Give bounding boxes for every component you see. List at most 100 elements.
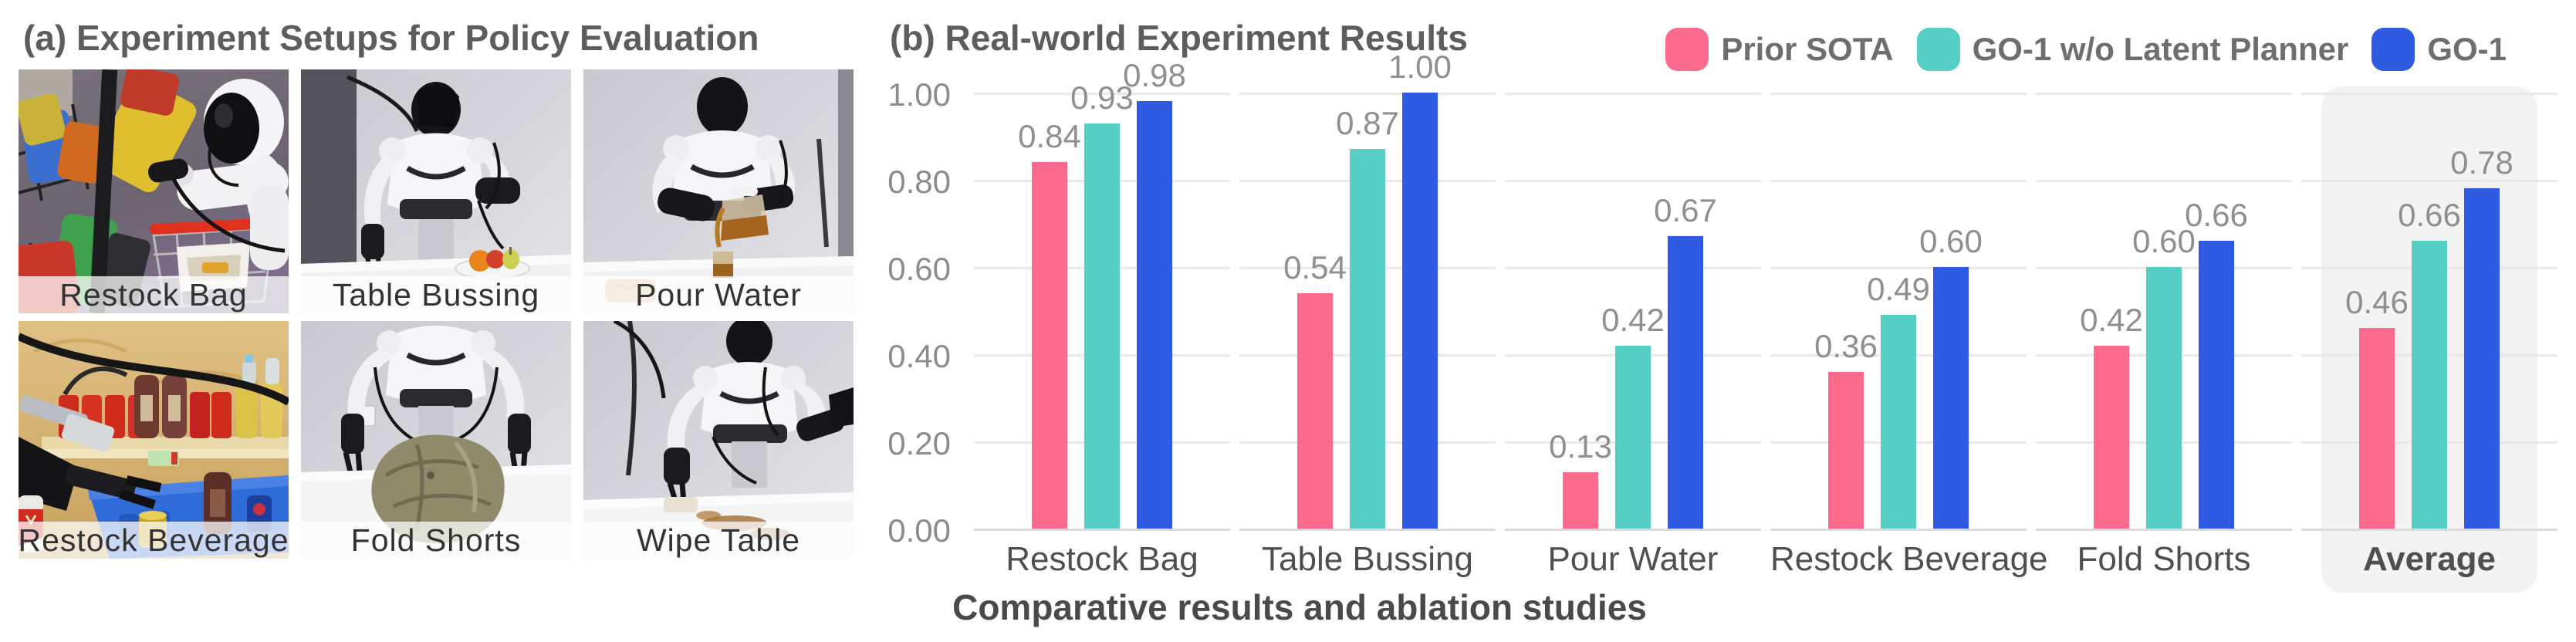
x-category-label: Restock Beverage [1770, 540, 2048, 578]
legend-label: Prior SOTA [1721, 31, 1894, 67]
photo-fold-shorts: Fold Shorts [301, 321, 571, 559]
photo-label-fold-shorts: Fold Shorts [301, 522, 571, 559]
photo-label-restock-beverage: Restock Beverage [19, 522, 289, 559]
legend-swatch-icon [1665, 28, 1709, 71]
bar-prior-sota [1828, 371, 1864, 529]
fold-shorts-scene-illustration [301, 321, 571, 559]
bar-go-1 [1668, 236, 1703, 529]
bar-value-label: 0.46 [2345, 284, 2409, 321]
bar-value-label: 0.60 [1919, 223, 1983, 259]
bar-prior-sota [2094, 345, 2129, 529]
figure-caption: Comparative results and ablation studies [952, 587, 1647, 627]
photo-wipe-table: Wipe Table [583, 321, 854, 559]
y-tick-label: 0.00 [887, 512, 951, 549]
y-tick-label: 0.80 [887, 164, 951, 200]
bar-go-1-w-o-latent-planner [1615, 345, 1651, 529]
photo-label-wipe-table: Wipe Table [583, 522, 854, 559]
photo-pour-water: Pour Water [583, 69, 854, 313]
gridline [2036, 93, 2292, 95]
legend-item-prior-sota: Prior SOTA [1665, 28, 1894, 71]
chart-facet-table-bussing: 0.54 0.87 1.00 Table Bussing [1239, 50, 1496, 578]
x-category-label: Table Bussing [1262, 540, 1473, 578]
bar-value-label: 0.60 [2132, 223, 2196, 259]
x-category-label: Restock Bag [1006, 540, 1198, 578]
bar-go-1-w-o-latent-planner [2146, 267, 2182, 529]
photo-restock-bag: Restock Bag [19, 69, 289, 313]
chart-facet-restock-beverage: 0.36 0.49 0.60 Restock Beverage [1770, 93, 2048, 578]
bar-go-1 [2464, 188, 2500, 529]
bar-value-label: 1.00 [1388, 49, 1452, 85]
gridline [1505, 93, 1761, 95]
bar-prior-sota [1032, 162, 1067, 529]
gridline [1239, 93, 1496, 95]
baseline-gridline [2301, 529, 2557, 531]
y-tick-label: 1.00 [887, 76, 951, 113]
gridline [1770, 267, 2027, 269]
baseline-gridline [1239, 529, 1496, 531]
bar-prior-sota [1297, 292, 1333, 529]
bar-value-label: 0.84 [1018, 118, 1081, 155]
chart-plot-area: 0.84 0.93 0.98 Restock Bag 0.54 0.87 1.00 Table… [974, 50, 2557, 593]
bar-value-label: 0.67 [1654, 192, 1717, 229]
chart-facet-average: 0.46 0.66 0.78 Average [2301, 93, 2557, 578]
x-category-label: Pour Water [1547, 540, 1719, 578]
gridline [974, 93, 1230, 95]
panel-a-title: (a) Experiment Setups for Policy Evaluat… [23, 18, 759, 58]
bar-prior-sota [2359, 328, 2395, 529]
bar-go-1-w-o-latent-planner [1084, 123, 1120, 529]
photo-label-table-bussing: Table Bussing [301, 276, 571, 313]
legend-swatch-icon [2371, 28, 2415, 71]
legend-label: GO-1 w/o Latent Planner [1972, 31, 2349, 67]
bar-value-label: 0.93 [1070, 79, 1134, 116]
baseline-gridline [1770, 529, 2027, 531]
bar-value-label: 0.98 [1123, 57, 1186, 94]
chart-facet-restock-bag: 0.84 0.93 0.98 Restock Bag [974, 59, 1230, 578]
bar-go-1-w-o-latent-planner [2412, 241, 2447, 529]
gridline [2301, 93, 2557, 95]
photo-restock-beverage: Restock Beverage [19, 321, 289, 559]
chart-facet-fold-shorts: 0.42 0.60 0.66 Fold Shorts [2036, 93, 2292, 578]
bar-prior-sota [1563, 471, 1598, 529]
bar-value-label: 0.49 [1867, 271, 1930, 308]
bar-value-label: 0.42 [1601, 301, 1665, 338]
legend-label: GO-1 [2427, 31, 2507, 67]
photo-label-restock-bag: Restock Bag [19, 276, 289, 313]
legend-item-go-1: GO-1 [2371, 28, 2507, 71]
bar-value-label: 0.42 [2080, 301, 2143, 338]
bar-go-1 [1402, 93, 1438, 529]
bar-value-label: 0.13 [1549, 427, 1612, 465]
bar-go-1-w-o-latent-planner [1350, 149, 1385, 529]
y-tick-label: 0.60 [887, 251, 951, 287]
panel-b-title: (b) Real-world Experiment Results [890, 18, 1468, 58]
legend-item-go-1-w-o-latent-planner: GO-1 w/o Latent Planner [1916, 28, 2349, 71]
bar-go-1 [1933, 267, 1969, 529]
gridline [1505, 180, 1761, 182]
gridline [1770, 93, 2027, 95]
bar-value-label: 0.54 [1283, 248, 1347, 286]
x-category-label: Fold Shorts [2077, 540, 2251, 578]
gridline [1505, 267, 1761, 269]
chart-legend: Prior SOTA GO-1 w/o Latent Planner GO-1 [1665, 28, 2507, 71]
photo-table-bussing: Table Bussing [301, 69, 571, 313]
photo-label-pour-water: Pour Water [583, 276, 854, 313]
x-category-label: Average [2362, 540, 2497, 578]
bar-go-1-w-o-latent-planner [1881, 315, 1916, 529]
baseline-gridline [1505, 529, 1761, 531]
bar-value-label: 0.66 [2398, 197, 2461, 234]
chart-facet-pour-water: 0.13 0.42 0.67 Pour Water [1505, 93, 1761, 578]
bar-value-label: 0.36 [1814, 327, 1878, 364]
baseline-gridline [974, 529, 1230, 531]
bar-value-label: 0.66 [2185, 197, 2248, 234]
gridline [2301, 180, 2557, 182]
gridline [2036, 180, 2292, 182]
baseline-gridline [2036, 529, 2292, 531]
gridline [1770, 180, 2027, 182]
y-tick-label: 0.40 [887, 338, 951, 374]
bar-go-1 [2199, 241, 2234, 529]
bar-value-label: 0.78 [2450, 144, 2513, 181]
bar-go-1 [1137, 101, 1172, 529]
bar-value-label: 0.87 [1336, 105, 1399, 142]
legend-swatch-icon [1916, 28, 1960, 71]
